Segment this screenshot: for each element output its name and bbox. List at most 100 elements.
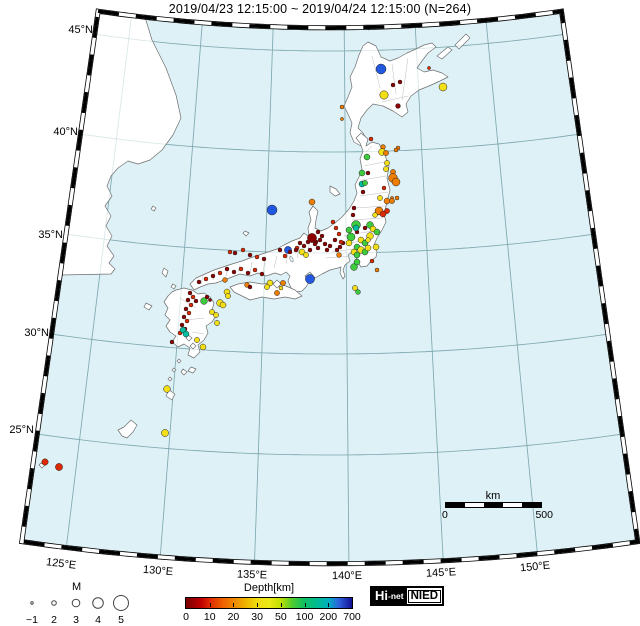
quake-marker [194,337,200,343]
latitude-label: 35°N [38,229,63,241]
quake-marker [183,306,189,312]
magnitude-sample-circle [113,595,129,611]
quake-marker [303,252,309,258]
quake-marker [312,241,318,247]
quake-marker [397,79,403,85]
magnitude-legend: M ~1 2 3 4 5 [16,581,150,626]
quake-marker [259,271,265,277]
quake-marker [232,250,238,256]
page-title: 2019/04/23 12:15:00 ~ 2019/04/24 12:15:0… [168,2,472,16]
quake-marker [395,103,401,109]
quake-marker [308,198,316,206]
quake-marker [324,247,330,253]
quake-marker [277,247,283,253]
quake-marker [340,117,344,121]
quake-marker [217,270,223,276]
depth-tick-mark [304,603,306,607]
quake-marker [377,195,383,201]
quake-marker [240,247,246,253]
coastline [150,205,157,212]
scalebar-max-label: 500 [535,509,553,521]
quake-marker [214,320,220,326]
quake-marker [187,290,193,296]
quake-marker [169,339,175,345]
depth-tick-label: 30 [251,611,263,623]
latitude-label: 30°N [24,327,49,339]
quake-marker [334,247,340,253]
quake-marker [190,294,196,300]
coastline [167,376,173,382]
coastline [187,366,197,374]
coastline [171,367,177,373]
nied-logo-text: NIED [407,589,442,603]
depth-tick-label: 50 [275,611,287,623]
quake-marker [254,254,260,260]
quake-marker [438,82,448,92]
scalebar-segment [503,503,522,507]
quake-marker [163,385,171,393]
quake-marker [362,225,368,231]
hinet-logo-net: -net [388,591,404,601]
quake-marker [353,258,361,266]
longitude-label: 135°E [236,568,268,582]
longitude-label: 140°E [331,569,363,583]
magnitude-sample-circle [51,600,57,606]
quake-marker [225,293,231,299]
quake-marker [332,237,338,243]
scalebar-bar [445,502,542,508]
depth-tick-label: 20 [227,611,240,623]
depth-tick-mark [257,603,259,607]
quake-marker [186,310,192,316]
map-scalebar: km 0 500 [442,490,553,522]
quake-marker [345,239,353,247]
quake-marker [274,290,280,296]
scalebar-segment [446,503,465,507]
quake-marker [333,225,339,231]
quake-marker [364,244,372,252]
quake-marker [379,90,389,100]
quake-marker [199,343,207,351]
quake-marker [227,249,233,255]
quake-marker [222,277,228,283]
quake-marker [213,312,219,318]
quake-marker [350,263,358,271]
quake-marker [355,289,361,295]
quake-marker [389,198,395,204]
quake-marker [219,301,227,309]
quake-marker [55,463,63,471]
longitude-label: 130°E [142,563,174,579]
quake-marker [280,280,286,286]
quake-marker [358,169,366,177]
quake-marker [307,247,313,253]
quake-marker [383,150,389,156]
scalebar-segment [522,503,541,507]
quake-marker [352,285,358,291]
quake-marker [278,285,284,291]
quake-marker [339,104,345,110]
coastline [176,358,182,364]
quake-marker [182,330,190,338]
quake-marker [204,294,210,300]
quake-marker [315,229,321,235]
quake-marker [203,276,209,282]
quake-marker [350,212,356,218]
quake-marker [209,309,215,315]
depth-tick-mark [280,603,282,607]
quake-marker [247,252,253,258]
depth-tick-label: 200 [319,611,338,623]
quake-marker [363,153,371,161]
graticule [37,15,623,564]
quake-marker [317,237,323,243]
quake-marker [353,251,361,259]
graticule [37,15,623,564]
quake-marker [224,266,230,272]
quake-marker [372,212,378,218]
latitude-label: 25°N [9,424,34,436]
coastline [143,302,153,311]
magnitude-tick-label: 4 [95,614,101,626]
coastline [189,342,197,350]
magnitude-sample-circle [71,598,81,608]
coastline [161,267,169,278]
quake-marker [346,232,356,242]
